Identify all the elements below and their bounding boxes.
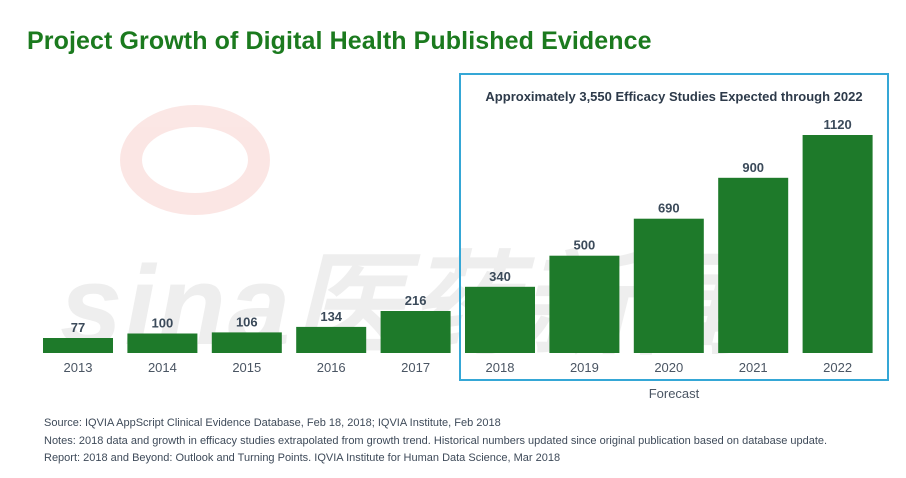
value-label-2020: 690 — [658, 201, 680, 216]
value-label-2022: 1120 — [823, 117, 851, 132]
category-label-2014: 2014 — [148, 360, 177, 375]
value-label-2013: 77 — [71, 320, 85, 335]
category-label-2013: 2013 — [64, 360, 93, 375]
value-label-2021: 900 — [742, 160, 764, 175]
source-note: Source: IQVIA AppScript Clinical Evidenc… — [44, 417, 501, 429]
value-label-2017: 216 — [405, 293, 427, 308]
forecast-annotation: Approximately 3,550 Efficacy Studies Exp… — [485, 89, 863, 104]
value-label-2015: 106 — [236, 314, 258, 329]
bar-2017 — [380, 311, 451, 353]
bar-2019 — [549, 255, 620, 353]
bar-2016 — [296, 326, 367, 353]
category-label-2022: 2022 — [823, 360, 852, 375]
page-title: Project Growth of Digital Health Publish… — [27, 27, 652, 55]
forecast-label: Forecast — [648, 386, 700, 401]
category-label-2021: 2021 — [739, 360, 768, 375]
value-label-2018: 340 — [489, 269, 511, 284]
bar-2013 — [43, 338, 113, 353]
bar-2021 — [718, 177, 789, 353]
forecast-box — [459, 73, 889, 381]
category-label-2016: 2016 — [317, 360, 346, 375]
notes-note: Notes: 2018 data and growth in efficacy … — [44, 434, 828, 447]
bar-2020 — [633, 218, 704, 353]
bar-2014 — [127, 333, 198, 353]
category-label-2020: 2020 — [654, 360, 683, 375]
category-label-2018: 2018 — [486, 360, 515, 375]
value-label-2016: 134 — [320, 309, 342, 324]
category-label-2015: 2015 — [232, 360, 261, 375]
chart-notes: Source: IQVIA AppScript Clinical Evidenc… — [44, 415, 827, 468]
bar-2022 — [802, 135, 873, 353]
bar-2018 — [465, 286, 535, 353]
value-label-2019: 500 — [574, 238, 596, 253]
category-label-2017: 2017 — [401, 360, 430, 375]
bar-2015 — [211, 332, 282, 353]
report-note: Report: 2018 and Beyond: Outlook and Tur… — [44, 452, 561, 464]
category-label-2019: 2019 — [570, 360, 599, 375]
value-label-2014: 100 — [152, 316, 174, 331]
